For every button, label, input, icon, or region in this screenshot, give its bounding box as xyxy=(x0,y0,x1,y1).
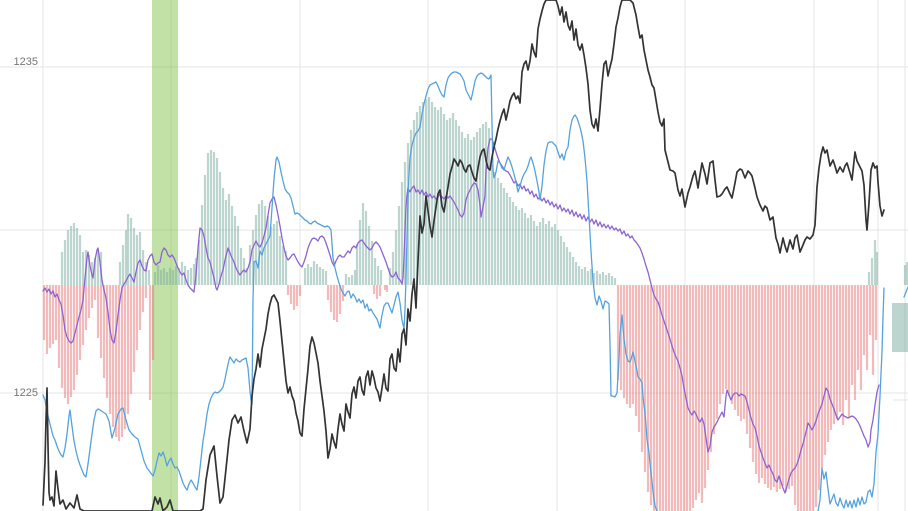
y-axis-label-upper: 1235 xyxy=(13,56,38,68)
y-axis-label-lower: 1225 xyxy=(13,387,38,399)
